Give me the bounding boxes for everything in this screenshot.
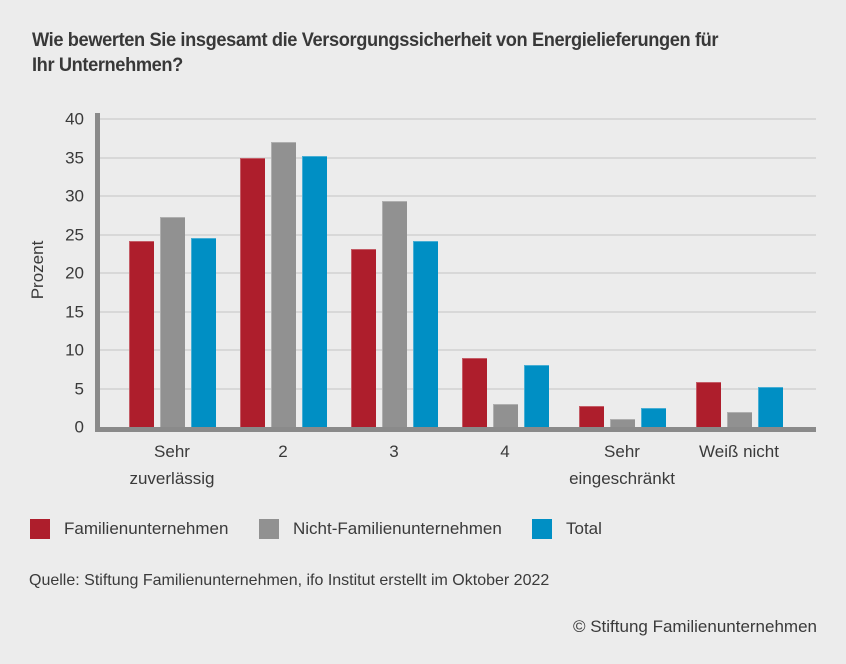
- x-category-label: 4: [500, 442, 510, 461]
- bar-3-3: [412, 241, 438, 427]
- bar-3-5: [640, 407, 666, 427]
- y-axis-line: [95, 113, 100, 432]
- y-tick-label: 0: [74, 417, 84, 437]
- bar-2-1: [159, 216, 185, 427]
- y-tick-label: 5: [74, 379, 84, 398]
- x-category-label: 2: [278, 442, 288, 461]
- x-axis-line: [95, 427, 816, 432]
- legend-label: Familienunternehmen: [64, 519, 229, 538]
- bar-1-5: [578, 406, 604, 427]
- bar-2-5: [609, 419, 635, 427]
- y-tick-label: 15: [65, 302, 84, 321]
- bar-2-4: [492, 403, 518, 427]
- legend-swatch: [532, 519, 552, 539]
- x-category-label: 3: [389, 442, 399, 461]
- legend-item: Familienunternehmen: [30, 519, 228, 539]
- bar-3-6: [757, 386, 783, 427]
- gridline: [100, 156, 816, 159]
- bar-2-3: [381, 201, 407, 427]
- legend-label: Nicht-Familienunternehmen: [293, 519, 502, 538]
- y-tick-label: 30: [65, 186, 84, 206]
- bar-1-4: [461, 357, 487, 427]
- gridline: [100, 233, 816, 236]
- y-tick-label: 40: [65, 109, 84, 129]
- gridline: [100, 387, 816, 390]
- bar-1-3: [350, 249, 376, 427]
- gridline: [100, 195, 816, 197]
- bar-3-4: [523, 364, 549, 427]
- bar-3-1: [190, 237, 216, 427]
- source-note: Quelle: Stiftung Familienunternehmen, if…: [29, 572, 550, 589]
- bar-1-6: [695, 382, 721, 427]
- bar-3-2: [301, 155, 327, 427]
- copyright: © Stiftung Familienunternehmen: [572, 617, 817, 636]
- y-tick-label: 35: [65, 148, 84, 167]
- y-tick-label: 25: [65, 225, 84, 244]
- chart-title: Wie bewerten Sie insgesamt die Versorgun…: [32, 30, 719, 76]
- bar-1-1: [128, 241, 154, 427]
- y-tick-label: 20: [65, 263, 84, 283]
- legend-swatch: [30, 519, 50, 539]
- x-category-label: Sehr eingeschränkt: [569, 442, 675, 488]
- gridline: [100, 118, 816, 120]
- gridline: [100, 349, 816, 351]
- x-category-label: Weiß nicht: [699, 442, 779, 461]
- x-category-label: Sehr zuverlässig: [129, 442, 215, 488]
- bar-1-2: [239, 157, 265, 427]
- gridline: [100, 272, 816, 274]
- y-tick-label: 10: [65, 340, 84, 360]
- legend-swatch: [259, 519, 279, 539]
- legend-item: Nicht-Familienunternehmen: [259, 519, 502, 539]
- bar-2-2: [270, 142, 296, 427]
- legend-label: Total: [566, 519, 602, 538]
- bar-2-6: [726, 412, 752, 427]
- gridline: [100, 310, 816, 313]
- legend-item: Total: [532, 519, 602, 539]
